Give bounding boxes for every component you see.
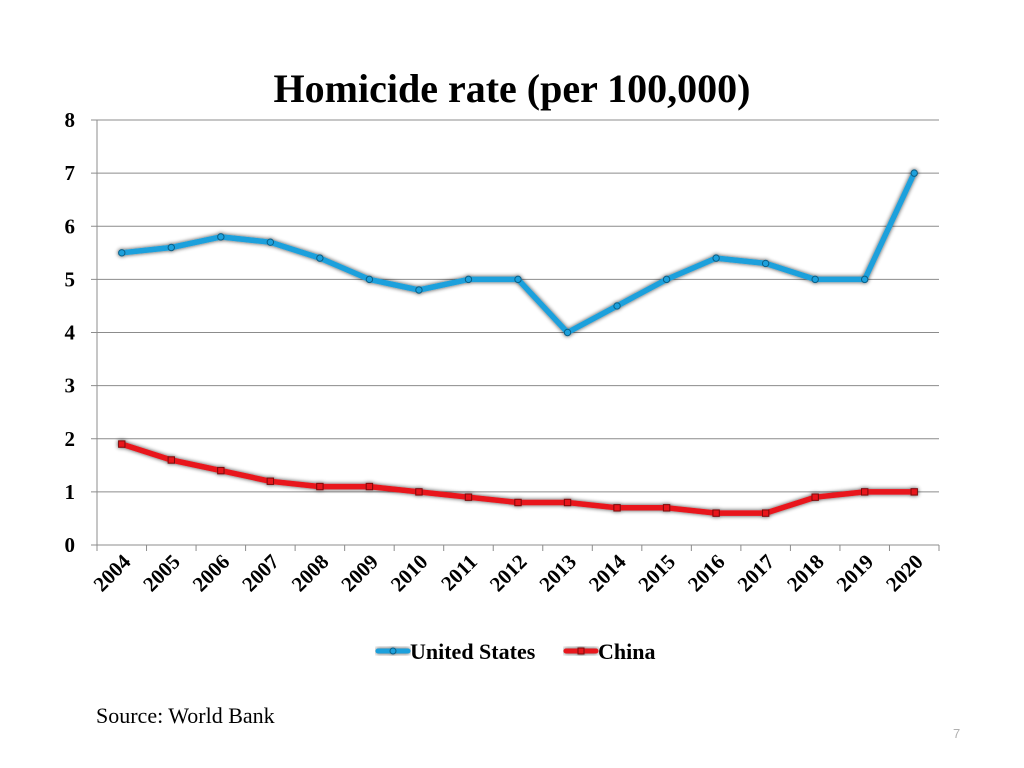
data-point — [712, 509, 720, 517]
series-line — [119, 170, 917, 336]
data-point — [811, 493, 819, 501]
x-tick-label: 2011 — [436, 550, 482, 596]
x-tick-label: 2017 — [733, 550, 780, 597]
data-point — [415, 286, 423, 294]
y-tick-label: 5 — [65, 267, 76, 291]
y-tick-label: 0 — [65, 533, 76, 557]
legend-key — [375, 647, 411, 655]
data-point — [415, 488, 423, 496]
chart-title: Homicide rate (per 100,000) — [274, 66, 751, 111]
data-point — [217, 233, 225, 241]
data-point — [365, 275, 374, 284]
data-point — [118, 249, 126, 257]
series-china — [118, 440, 918, 517]
data-point — [910, 169, 918, 177]
data-point — [217, 466, 225, 475]
data-point — [316, 254, 324, 262]
data-point — [761, 259, 770, 268]
data-point — [266, 477, 275, 485]
x-tick-label: 2019 — [832, 550, 879, 597]
x-tick-label: 2012 — [485, 550, 532, 597]
data-point — [761, 509, 770, 517]
legend-label: China — [598, 639, 655, 664]
x-tick-labels: 2004 2005 2006 2007 2008 2009 2010 2011 2012 2013… — [89, 549, 928, 596]
legend-key — [563, 647, 599, 655]
data-point — [514, 498, 522, 507]
data-point — [563, 328, 572, 337]
legend: United States China — [375, 639, 655, 664]
x-tick-label: 2010 — [386, 550, 433, 597]
data-point — [118, 440, 126, 448]
x-tick-label: 2013 — [534, 550, 581, 597]
data-point — [613, 302, 621, 310]
x-tick-label: 2006 — [188, 550, 235, 597]
data-point — [167, 243, 175, 252]
data-point — [464, 275, 473, 284]
gridlines — [97, 119, 939, 493]
data-point — [861, 488, 869, 496]
y-tick-label: 7 — [65, 161, 76, 185]
data-point — [464, 493, 473, 501]
x-tick-label: 2008 — [287, 550, 334, 597]
x-tick-label: 2014 — [584, 549, 631, 596]
data-point — [365, 482, 374, 491]
data-point — [910, 488, 918, 496]
source-note: Source: World Bank — [96, 703, 275, 728]
y-tick-label: 1 — [65, 480, 76, 504]
series-lines — [118, 169, 918, 517]
y-tick-label: 4 — [65, 321, 76, 345]
series-united-states — [118, 169, 918, 337]
x-tick-label: 2020 — [881, 550, 928, 597]
x-tick-label: 2018 — [782, 550, 829, 597]
legend-label: United States — [410, 639, 536, 664]
data-point — [811, 275, 819, 284]
y-tick-label: 3 — [65, 374, 76, 398]
y-tick-labels: 0 1 2 3 4 5 6 7 8 — [65, 108, 76, 557]
data-point — [861, 275, 869, 284]
data-point — [266, 238, 275, 246]
data-point — [514, 275, 522, 284]
x-tick-label: 2009 — [336, 550, 383, 597]
x-tick-label: 2016 — [683, 550, 730, 597]
x-tick-label: 2015 — [633, 550, 680, 597]
x-tick-label: 2007 — [237, 550, 284, 597]
page-number: 7 — [953, 726, 961, 741]
data-point — [167, 456, 175, 464]
x-tick-label: 2005 — [138, 550, 185, 597]
data-point — [712, 254, 720, 262]
y-tick-label: 6 — [65, 214, 76, 238]
data-point — [613, 504, 621, 512]
data-point — [563, 498, 572, 507]
axes — [91, 119, 940, 551]
data-point — [662, 275, 671, 284]
y-tick-label: 2 — [65, 427, 76, 451]
data-point — [316, 482, 324, 491]
y-tick-label: 8 — [65, 108, 76, 132]
data-point — [662, 504, 671, 512]
x-tick-label: 2004 — [89, 549, 136, 596]
